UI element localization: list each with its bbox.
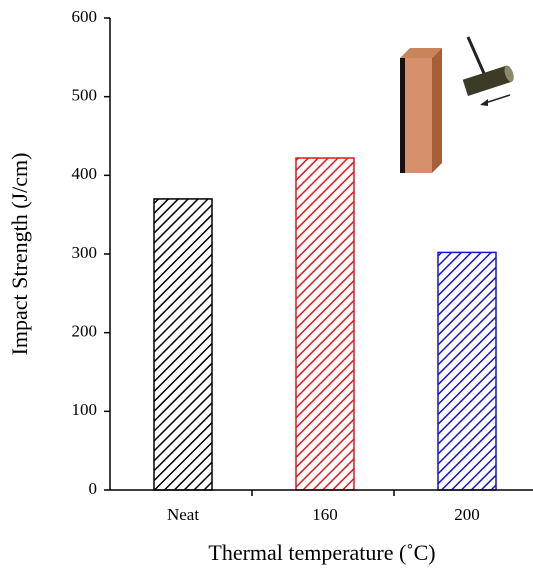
chart: Thermal temperature (˚C) Impact Strength… xyxy=(0,0,533,572)
y-tick-label: 600 xyxy=(72,7,98,26)
x-axis-title: Thermal temperature (˚C) xyxy=(208,540,435,565)
x-tick-label: 200 xyxy=(454,505,480,524)
y-axis-title: Impact Strength (J/cm) xyxy=(7,153,32,356)
y-tick-label: 0 xyxy=(89,479,98,498)
y-tick-label: 400 xyxy=(72,164,98,183)
inset-illustration xyxy=(400,37,516,173)
bar xyxy=(296,158,354,490)
bar xyxy=(438,252,496,490)
x-tick-label: 160 xyxy=(312,505,338,524)
y-tick-label: 200 xyxy=(72,322,98,341)
y-tick-label: 300 xyxy=(72,243,98,262)
bar xyxy=(154,199,212,490)
y-tick-label: 100 xyxy=(72,400,98,419)
x-tick-label: Neat xyxy=(167,505,199,524)
y-tick-label: 500 xyxy=(72,86,98,105)
